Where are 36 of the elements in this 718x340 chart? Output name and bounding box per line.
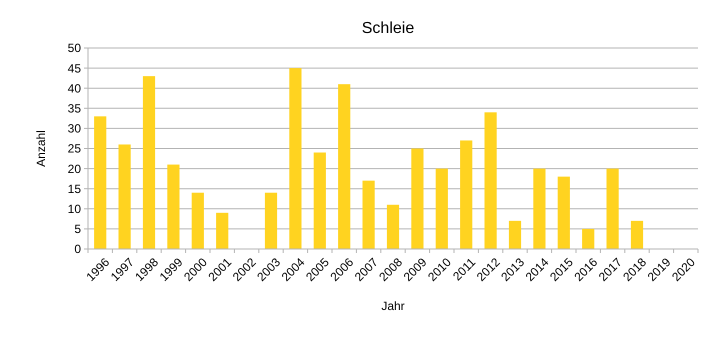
y-tick-label: 0 xyxy=(74,242,82,256)
bar xyxy=(338,84,350,249)
bar xyxy=(192,192,204,249)
bar xyxy=(216,212,228,249)
y-tick-label: 45 xyxy=(68,61,82,76)
y-tick-label: 10 xyxy=(68,202,82,216)
bar xyxy=(314,152,326,249)
bar xyxy=(484,112,497,249)
y-axis-title: Anzahl xyxy=(34,130,48,167)
bar xyxy=(630,220,644,249)
bar xyxy=(386,204,400,249)
y-tick-label: 25 xyxy=(68,142,82,156)
y-tick-label: 50 xyxy=(68,41,82,56)
chart-title: Schleie xyxy=(362,20,414,37)
y-tick-label: 40 xyxy=(68,81,82,96)
bar xyxy=(289,68,302,249)
bar xyxy=(142,76,156,249)
bar xyxy=(606,168,619,249)
y-tick-label: 5 xyxy=(74,222,82,236)
bar xyxy=(533,168,546,249)
bar xyxy=(582,228,594,249)
x-axis-title: Jahr xyxy=(381,299,405,313)
y-tick-label: 15 xyxy=(68,182,82,196)
bar xyxy=(118,144,131,249)
bar xyxy=(167,164,180,249)
bar xyxy=(264,192,278,249)
bar xyxy=(558,176,570,249)
y-tick-label: 20 xyxy=(68,162,82,176)
bar xyxy=(508,220,522,249)
bar xyxy=(362,180,375,249)
bar xyxy=(460,140,472,249)
y-tick-label: 30 xyxy=(68,122,82,136)
y-tick-label: 35 xyxy=(68,102,82,116)
bar xyxy=(436,168,448,249)
bar xyxy=(411,148,424,249)
bar xyxy=(94,116,106,249)
